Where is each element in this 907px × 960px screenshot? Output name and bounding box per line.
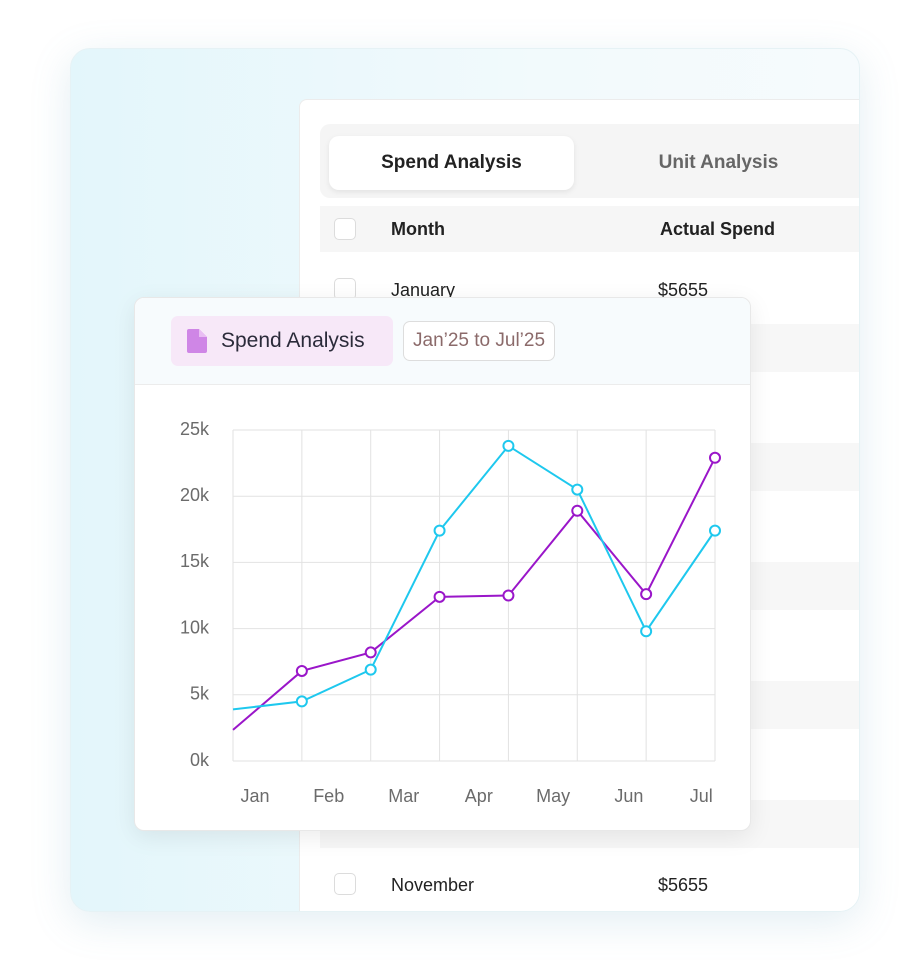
x-tick-label: Mar: [388, 786, 419, 806]
x-tick-label: Jan: [241, 786, 270, 806]
x-tick-label: May: [536, 786, 570, 806]
x-tick-label: Jun: [614, 786, 643, 806]
point: [295, 695, 308, 708]
cell: $5655: [658, 280, 709, 300]
point: [571, 504, 584, 517]
x-tick-label: Apr: [465, 786, 493, 806]
point: [709, 524, 721, 537]
y-tick-label: 10k: [180, 617, 210, 637]
badge-text: Spend Analysis: [221, 329, 365, 352]
line: [232, 444, 716, 711]
tab[interactable]: Spend Analysis: [329, 136, 574, 190]
date-range: Jan’25 to Jul’25: [403, 321, 556, 361]
point: [364, 663, 377, 676]
table-header: Month Actual Spend: [320, 206, 859, 252]
badge: Spend Analysis: [171, 316, 393, 366]
point: [571, 483, 584, 496]
y-tick-label: 20k: [180, 485, 210, 505]
point: [640, 588, 653, 601]
x-tick-label: Jul: [690, 786, 713, 806]
cell: November: [391, 875, 475, 895]
point: [709, 451, 721, 464]
chart: 0k 5k 10k 15k 20k 25k Jan Feb Mar Apr May Jun Jul: [180, 419, 721, 806]
point: [433, 524, 446, 537]
point: [640, 625, 653, 638]
point: [502, 589, 515, 602]
column-header: Month: [391, 219, 445, 239]
card-header: Spend Analysis Jan’25 to Jul’25: [135, 298, 750, 385]
y-tick-label: 15k: [180, 551, 210, 571]
chart-card: Spend Analysis Jan’25 to Jul’25 0k 5k 10k 1…: [134, 297, 751, 831]
tab-bar: Spend Analysis Unit Analysis: [320, 124, 859, 198]
cell: January: [391, 280, 456, 300]
point: [364, 646, 377, 659]
y-tick-label: 5k: [190, 684, 210, 704]
point: [433, 590, 446, 603]
checkbox[interactable]: [334, 218, 356, 240]
point: [295, 664, 308, 677]
cell: $5655: [658, 875, 709, 895]
line: [232, 457, 716, 731]
tab[interactable]: Unit Analysis: [658, 152, 779, 173]
point: [502, 439, 515, 452]
y-tick-label: 25k: [180, 419, 210, 439]
x-tick-label: Feb: [313, 786, 344, 806]
checkbox[interactable]: [334, 873, 356, 895]
column-header: Actual Spend: [660, 219, 776, 239]
doc-icon: [187, 329, 207, 353]
y-tick-label: 0k: [190, 750, 210, 770]
